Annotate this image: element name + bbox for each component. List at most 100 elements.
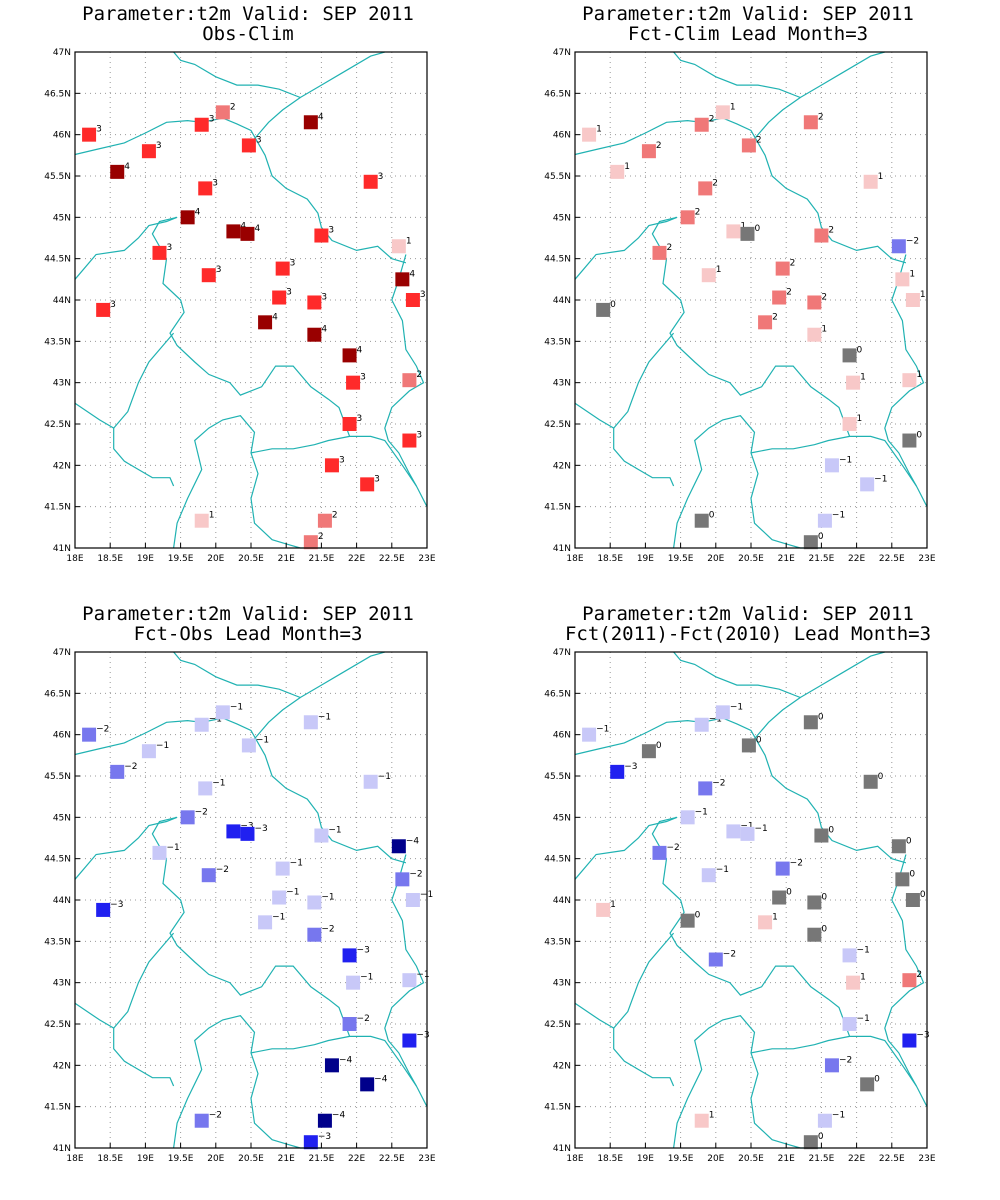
y-tick-label: 41.5N [544, 503, 571, 513]
station-marker [807, 327, 822, 342]
station-value-label: 0 [916, 431, 922, 441]
station-marker [405, 893, 420, 907]
country-border [113, 932, 175, 1029]
country-border [884, 254, 925, 441]
y-tick-label: 43N [553, 379, 571, 389]
station-value-label: −1 [230, 702, 243, 712]
station-marker [772, 890, 787, 905]
x-tick-label: 20.5E [238, 1154, 264, 1164]
country-border [387, 440, 417, 487]
station-value-label: −2 [906, 236, 919, 246]
x-tick-label: 21E [778, 1154, 795, 1164]
y-tick-label: 42N [53, 1061, 71, 1071]
y-tick-label: 43N [53, 379, 71, 389]
station-value-label: −2 [216, 865, 229, 875]
y-tick-label: 46.5N [44, 89, 71, 99]
y-tick-label: 44.5N [44, 255, 71, 265]
x-tick-label: 19E [137, 1154, 154, 1164]
station-value-label: 2 [712, 178, 718, 188]
station-marker [641, 144, 656, 159]
station-value-label: 2 [756, 135, 762, 145]
station-value-label: 2 [790, 259, 796, 269]
station-value-label: 0 [709, 511, 715, 521]
station-value-label: −4 [332, 1111, 346, 1121]
y-tick-label: 46.5N [544, 89, 571, 99]
country-border [384, 254, 425, 441]
station-marker [641, 744, 656, 759]
station-marker [152, 245, 167, 260]
chart-subtitle: Fct-Obs Lead Month=3 [134, 623, 363, 645]
country-border [250, 1035, 428, 1107]
station-value-label: 1 [916, 370, 922, 380]
station-marker [194, 117, 209, 132]
y-tick-label: 47N [553, 648, 571, 658]
station-value-label: 1 [209, 511, 215, 521]
station-value-label: 0 [656, 741, 662, 751]
station-marker [902, 373, 917, 388]
station-marker [905, 293, 920, 307]
station-marker [582, 727, 597, 742]
x-tick-label: 20E [707, 1154, 724, 1164]
country-border [750, 1035, 928, 1107]
country-border [673, 415, 787, 549]
country-border [173, 415, 287, 549]
station-marker [698, 781, 713, 796]
station-marker [694, 1113, 709, 1128]
station-marker [194, 717, 209, 732]
station-value-label: 1 [909, 269, 915, 279]
x-tick-label: 18E [566, 1154, 583, 1164]
station-value-label: 2 [709, 115, 715, 125]
country-border [173, 51, 385, 99]
country-border [113, 332, 175, 429]
x-tick-label: 23E [918, 1154, 935, 1164]
station-value-label: −1 [857, 1014, 870, 1024]
chart-fct-clim: Parameter:t2m Valid: SEP 2011 Fct-Clim L… [544, 3, 936, 564]
country-border [651, 816, 851, 1037]
station-marker [324, 458, 339, 473]
y-tick-label: 46N [553, 731, 571, 741]
country-border [574, 402, 675, 487]
x-tick-label: 20E [207, 554, 224, 564]
station-marker [241, 138, 256, 153]
station-marker [842, 348, 857, 363]
x-tick-label: 18E [66, 1154, 83, 1164]
station-value-label: −3 [357, 945, 370, 955]
x-tick-label: 21.5E [809, 554, 835, 564]
station-value-label: −1 [156, 741, 169, 751]
station-marker [891, 839, 906, 854]
station-marker [317, 1113, 332, 1128]
station-value-label: 1 [772, 912, 778, 922]
chart-fct-obs: Parameter:t2m Valid: SEP 2011 Fct-Obs Le… [44, 603, 436, 1164]
station-marker [708, 952, 723, 967]
station-value-label: −1 [209, 715, 222, 725]
station-value-label: −1 [716, 865, 729, 875]
x-tick-label: 22E [348, 1154, 365, 1164]
x-tick-label: 20.5E [738, 1154, 764, 1164]
station-marker [842, 1017, 857, 1031]
x-tick-label: 21.5E [809, 1154, 835, 1164]
station-marker [817, 513, 832, 528]
station-marker [701, 268, 716, 283]
station-value-label: 4 [195, 207, 201, 217]
station-marker [201, 268, 216, 283]
country-border [74, 402, 175, 487]
station-value-label: −3 [254, 824, 267, 834]
station-marker [303, 535, 318, 550]
station-value-label: −1 [596, 725, 609, 735]
y-tick-label: 44N [553, 896, 571, 906]
station-marker [803, 115, 818, 130]
x-tick-label: 22.5E [379, 554, 405, 564]
station-value-label: 3 [357, 414, 363, 424]
station-value-label: −1 [318, 712, 331, 722]
station-value-label: −2 [723, 950, 736, 960]
y-tick-label: 45N [53, 813, 71, 823]
station-value-label: −1 [695, 807, 708, 817]
y-tick-label: 44.5N [544, 855, 571, 865]
station-value-label: −1 [272, 912, 285, 922]
country-border [74, 717, 407, 864]
station-marker [863, 774, 878, 789]
station-value-label: 0 [818, 1132, 824, 1142]
country-border [613, 332, 675, 429]
station-value-label: 1 [857, 414, 863, 424]
station-marker [240, 826, 255, 841]
